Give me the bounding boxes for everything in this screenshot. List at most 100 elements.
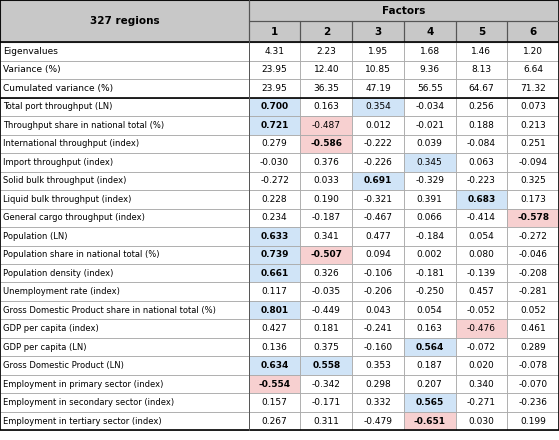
Text: 0.066: 0.066	[417, 213, 443, 222]
Text: -0.171: -0.171	[312, 398, 341, 407]
Text: -0.078: -0.078	[519, 361, 548, 370]
Bar	[456, 319, 508, 338]
Text: 0.163: 0.163	[417, 324, 443, 333]
Bar	[0, 246, 249, 264]
Bar	[352, 21, 404, 42]
Text: 0.188: 0.188	[468, 121, 494, 130]
Bar	[456, 375, 508, 393]
Bar	[301, 172, 352, 190]
Text: 0.136: 0.136	[262, 343, 287, 352]
Text: 1.68: 1.68	[420, 47, 440, 56]
Bar	[404, 338, 456, 356]
Bar	[249, 98, 301, 116]
Text: 3: 3	[375, 27, 382, 37]
Bar	[301, 393, 352, 412]
Bar	[301, 21, 352, 42]
Bar	[404, 98, 456, 116]
Bar	[456, 227, 508, 246]
Text: 1: 1	[271, 27, 278, 37]
Bar	[249, 246, 301, 264]
Bar	[508, 246, 559, 264]
Bar	[508, 301, 559, 319]
Bar	[456, 209, 508, 227]
Bar	[249, 301, 301, 319]
Text: Gross Domestic Product share in national total (%): Gross Domestic Product share in national…	[3, 306, 216, 315]
Bar	[508, 98, 559, 116]
Text: -0.487: -0.487	[312, 121, 341, 130]
Text: -0.586: -0.586	[310, 139, 342, 148]
Text: -0.052: -0.052	[467, 306, 496, 315]
Text: 0.700: 0.700	[260, 103, 288, 111]
Text: -0.342: -0.342	[312, 380, 341, 389]
Bar	[352, 98, 404, 116]
Text: -0.030: -0.030	[260, 158, 289, 167]
Bar	[0, 356, 249, 375]
Bar	[508, 116, 559, 135]
Bar	[0, 209, 249, 227]
Bar	[301, 356, 352, 375]
Bar	[249, 301, 301, 319]
Text: 8.13: 8.13	[471, 66, 491, 74]
Text: -0.578: -0.578	[517, 213, 549, 222]
Text: 0.340: 0.340	[468, 380, 494, 389]
Text: Population (LN): Population (LN)	[3, 232, 68, 241]
Bar	[249, 393, 301, 412]
Text: 0.094: 0.094	[365, 250, 391, 259]
Bar	[456, 319, 508, 338]
Text: 0.080: 0.080	[468, 250, 494, 259]
Bar	[404, 319, 456, 338]
Text: 0.391: 0.391	[417, 195, 443, 204]
Text: 0.661: 0.661	[260, 269, 289, 278]
Bar	[249, 375, 301, 393]
Text: 0.030: 0.030	[468, 417, 494, 425]
Bar	[508, 338, 559, 356]
Text: 0.354: 0.354	[365, 103, 391, 111]
Bar	[249, 0, 559, 21]
Text: 0.117: 0.117	[262, 287, 287, 296]
Text: -0.250: -0.250	[415, 287, 444, 296]
Bar	[508, 319, 559, 338]
Bar	[249, 153, 301, 172]
Bar	[352, 98, 404, 116]
Text: -0.226: -0.226	[363, 158, 392, 167]
Text: Total port throughput (LN): Total port throughput (LN)	[3, 103, 113, 111]
Bar	[508, 209, 559, 227]
Text: 1.20: 1.20	[523, 47, 543, 56]
Bar	[0, 393, 249, 412]
Bar	[249, 61, 301, 79]
Bar	[249, 172, 301, 190]
Text: -0.476: -0.476	[467, 324, 496, 333]
Bar	[508, 412, 559, 430]
Bar	[249, 116, 301, 135]
Text: -0.046: -0.046	[519, 250, 548, 259]
Bar	[508, 153, 559, 172]
Bar	[352, 42, 404, 61]
Bar	[456, 246, 508, 264]
Text: Employment in primary sector (index): Employment in primary sector (index)	[3, 380, 164, 389]
Bar	[352, 282, 404, 301]
Text: -0.272: -0.272	[260, 176, 289, 185]
Text: -0.084: -0.084	[467, 139, 496, 148]
Bar	[404, 227, 456, 246]
Text: 0.251: 0.251	[520, 139, 546, 148]
Bar	[301, 116, 352, 135]
Text: Eigenvalues: Eigenvalues	[3, 47, 58, 56]
Bar	[508, 227, 559, 246]
Bar	[249, 264, 301, 282]
Bar	[508, 21, 559, 42]
Bar	[301, 356, 352, 375]
Text: 10.85: 10.85	[365, 66, 391, 74]
Text: 0.289: 0.289	[520, 343, 546, 352]
Bar	[249, 375, 301, 393]
Text: -0.272: -0.272	[519, 232, 548, 241]
Text: 71.32: 71.32	[520, 84, 546, 93]
Text: 0.012: 0.012	[365, 121, 391, 130]
Bar	[249, 264, 301, 282]
Text: GDP per capita (LN): GDP per capita (LN)	[3, 343, 87, 352]
Bar	[404, 153, 456, 172]
Bar	[508, 21, 559, 42]
Text: 0.052: 0.052	[520, 306, 546, 315]
Bar	[456, 264, 508, 282]
Text: 0.634: 0.634	[260, 361, 289, 370]
Bar	[301, 21, 352, 42]
